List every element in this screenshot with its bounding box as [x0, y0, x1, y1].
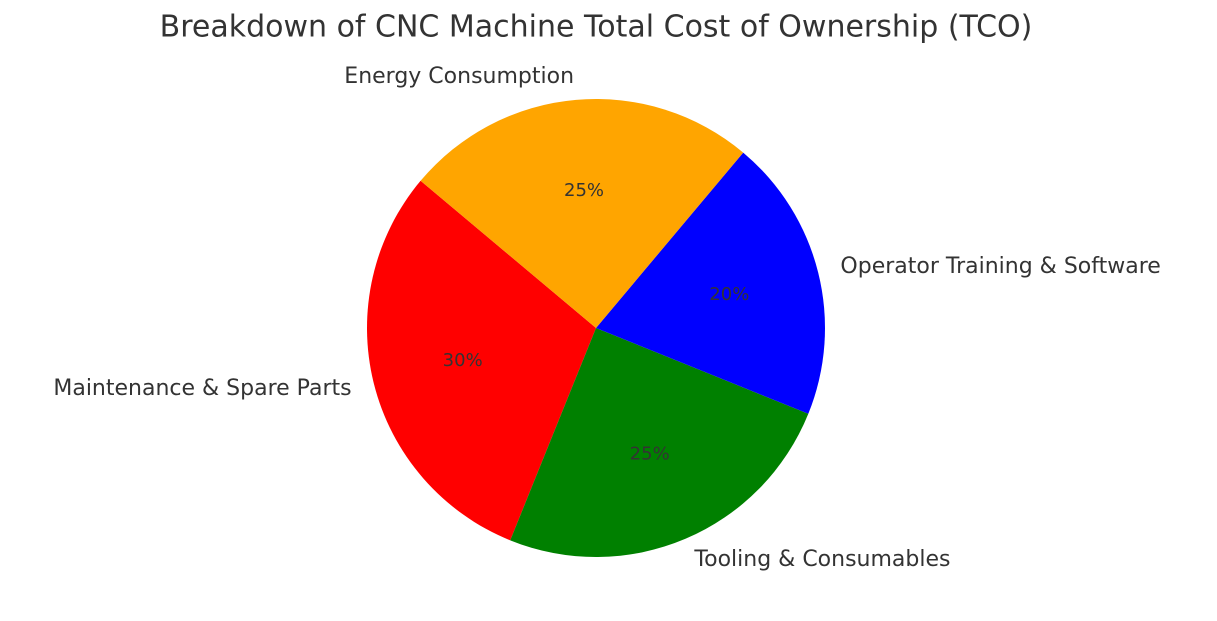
percent-label: 20%: [709, 284, 749, 305]
percent-label: 25%: [630, 443, 670, 464]
percent-label: 30%: [443, 350, 483, 371]
pie-slice: [510, 328, 809, 557]
slice-label: Operator Training & Software: [840, 254, 1160, 279]
pie-slice: [596, 152, 825, 414]
slice-label: Energy Consumption: [344, 64, 574, 89]
slice-label: Tooling & Consumables: [693, 547, 950, 572]
pie-slice: [420, 98, 744, 328]
slice-label: Maintenance & Spare Parts: [53, 376, 351, 401]
percent-label: 25%: [564, 180, 604, 201]
chart-title: Breakdown of CNC Machine Total Cost of O…: [160, 10, 1033, 45]
pie-slice: [367, 180, 596, 541]
